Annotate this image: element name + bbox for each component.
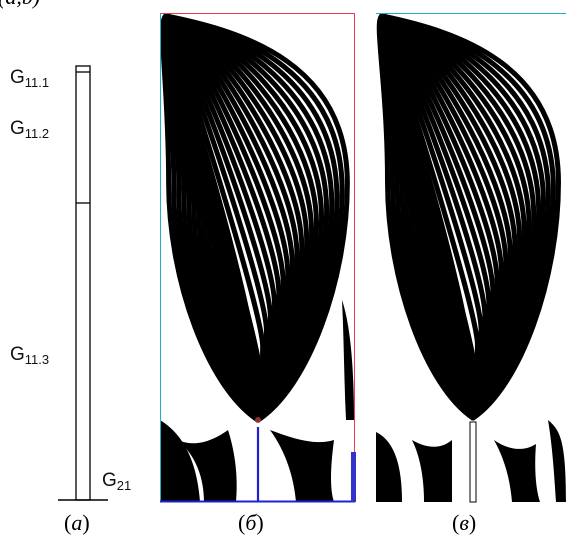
panel-b-fringes xyxy=(160,13,350,423)
caption-b: (б) xyxy=(238,510,264,535)
top-cut-text: (a,b) xyxy=(0,0,40,9)
caption-c: (в) xyxy=(452,510,476,535)
fringe-region xyxy=(376,432,402,502)
fringe-band xyxy=(376,13,561,421)
label-g21: G21 xyxy=(102,470,131,493)
panel-c: (в) xyxy=(376,13,566,535)
panel-c-slit xyxy=(469,421,477,503)
label-g112: G11.2 xyxy=(10,118,49,141)
fringe-region xyxy=(494,440,540,502)
panel-b: (б) xyxy=(160,13,356,535)
panel-b-crack-tip xyxy=(255,417,261,423)
fringe-region xyxy=(160,420,200,502)
panel-b-lower-fringes xyxy=(160,300,354,502)
fringe-region xyxy=(548,420,566,502)
panel-a: G11.1 G11.2 G11.3 G21 (a) xyxy=(10,65,131,535)
panel-b-support xyxy=(351,452,356,502)
fringe-region xyxy=(178,430,237,502)
fringe-region xyxy=(270,430,334,502)
label-g113: G11.3 xyxy=(10,344,49,367)
panel-c-fringes xyxy=(376,13,561,421)
panel-c-lower-fringes xyxy=(376,420,566,502)
fringe-band xyxy=(160,13,350,423)
specimen-outline xyxy=(75,65,91,501)
caption-a: (a) xyxy=(64,510,90,535)
fringe-region xyxy=(342,300,354,420)
fringe-region xyxy=(412,440,452,502)
label-g111: G11.1 xyxy=(10,67,49,90)
